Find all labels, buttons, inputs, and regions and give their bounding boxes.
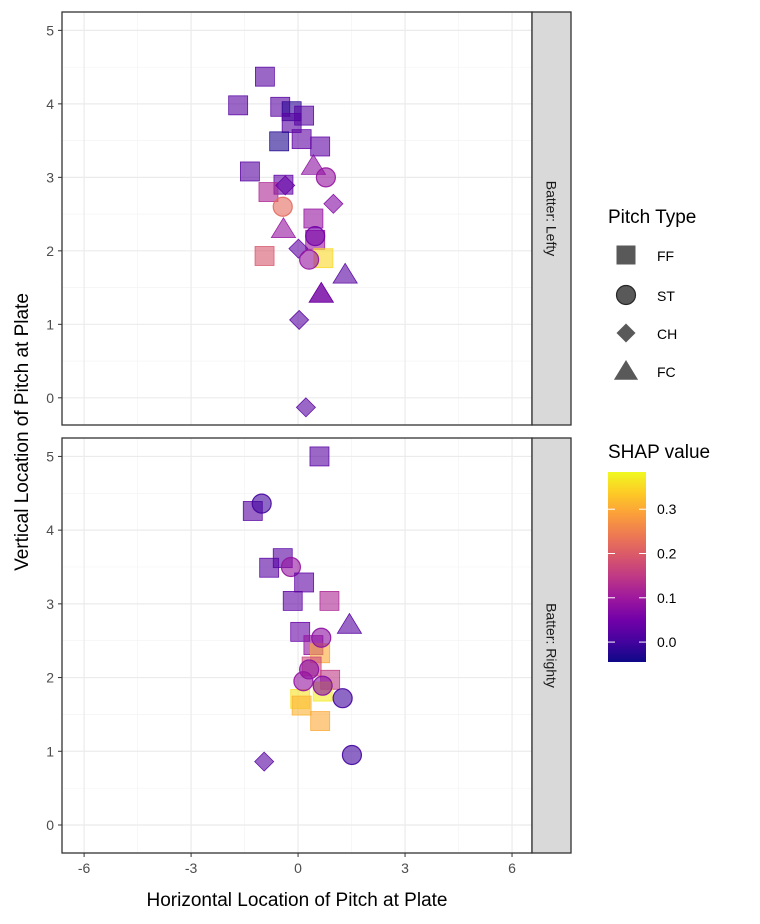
pitch-type-legend-title: Pitch Type: [608, 207, 696, 228]
data-point-ff: [319, 591, 340, 611]
data-point-ff: [303, 208, 324, 229]
data-point-st: [293, 671, 314, 692]
y-axis-title: Vertical Location of Pitch at Plate: [12, 293, 33, 571]
legend-key-diamond-icon: [616, 323, 636, 343]
data-point-ff: [282, 591, 303, 611]
y-tick-label: 1: [46, 743, 54, 759]
data-point-ff: [310, 136, 331, 157]
data-point-st: [311, 627, 332, 648]
y-tick-label: 4: [46, 522, 54, 538]
y-tick-label: 0: [46, 390, 54, 406]
data-points: [242, 446, 363, 772]
y-tick-label: 2: [46, 243, 54, 259]
y-tick-label: 1: [46, 316, 54, 332]
data-point-fc: [308, 281, 335, 303]
colorbar-tick-label: 0.1: [657, 590, 677, 606]
legend-entry-label: CH: [657, 326, 677, 342]
data-point-fc: [336, 612, 363, 634]
x-tick-label: 6: [508, 860, 516, 876]
legend-entry-st: ST: [615, 284, 675, 306]
legend-entry-fc: FC: [613, 360, 676, 380]
data-point-st: [341, 744, 363, 766]
x-tick-label: 3: [401, 860, 409, 876]
facet-strip-label: Batter: Lefty: [544, 181, 560, 256]
data-point-ff: [269, 131, 290, 152]
data-point-ff: [294, 572, 315, 593]
data-point-st: [312, 675, 333, 696]
facet-strip: [531, 11, 572, 426]
x-tick-label: -3: [185, 860, 198, 876]
data-point-ff: [259, 557, 280, 578]
data-point-ch: [289, 309, 310, 330]
data-points: [228, 66, 358, 418]
x-axis-title: Horizontal Location of Pitch at Plate: [146, 890, 447, 911]
y-tick-label: 0: [46, 817, 54, 833]
data-point-ff: [291, 129, 312, 150]
y-tick-label: 5: [46, 448, 54, 464]
y-tick-label: 3: [46, 596, 54, 612]
legend-key-circle-icon: [615, 284, 637, 306]
data-point-st: [332, 688, 353, 709]
x-tick-label: 0: [294, 860, 302, 876]
legend-key-triangle-icon: [613, 360, 639, 380]
facet-strip: [531, 437, 572, 854]
y-tick-label: 3: [46, 169, 54, 185]
legend-entry-ff: FF: [616, 245, 674, 265]
y-tick-label: 5: [46, 22, 54, 38]
panel-background: [62, 438, 532, 853]
data-point-fc: [300, 153, 327, 175]
legend-key-square-icon: [616, 245, 636, 265]
data-point-st: [251, 493, 272, 514]
data-point-ff: [255, 66, 275, 87]
legend-entry-label: FC: [657, 364, 676, 380]
y-tick-label: 4: [46, 96, 54, 112]
shap-value-legend: SHAP value 0.0 0.1 0.2 0.3: [608, 442, 710, 662]
legend-entry-label: FF: [657, 248, 674, 264]
data-point-ch: [295, 397, 316, 418]
facet-panel-righty: -6 -3 0 3 6 0 1 2 3 4 5 Batter: Righty: [46, 437, 572, 876]
shap-value-legend-title: SHAP value: [608, 442, 710, 463]
legend-entry-label: ST: [657, 288, 675, 304]
data-point-ch: [275, 175, 296, 196]
data-point-st: [305, 226, 326, 247]
x-tick-label: -6: [78, 860, 91, 876]
legend-entry-ch: CH: [616, 323, 677, 343]
data-point-ch: [254, 751, 275, 772]
data-point-ff: [254, 246, 275, 266]
panel-background: [62, 12, 532, 425]
data-point-st: [315, 167, 336, 188]
data-point-ff: [258, 182, 279, 202]
data-point-ff: [240, 161, 260, 182]
data-point-st: [280, 556, 302, 578]
colorbar: [608, 472, 646, 662]
pitch-type-legend: Pitch Type FF ST CH FC: [608, 207, 696, 380]
data-point-ff: [281, 113, 302, 133]
data-point-fc: [270, 217, 297, 238]
colorbar-tick-label: 0.0: [657, 634, 677, 650]
data-point-st: [299, 249, 320, 270]
facet-panel-lefty: 0 1 2 3 4 5 Batter: Lefty: [46, 11, 572, 426]
colorbar-tick-label: 0.2: [657, 545, 677, 561]
data-point-st: [272, 196, 293, 217]
colorbar-tick-label: 0.3: [657, 501, 677, 517]
data-point-ff: [228, 95, 249, 116]
data-point-ch: [323, 193, 344, 214]
data-point-ff: [310, 711, 331, 731]
y-tick-label: 2: [46, 670, 54, 686]
data-point-ff: [309, 446, 330, 467]
data-point-fc: [332, 262, 358, 284]
data-point-ff: [291, 695, 312, 716]
facet-strip-label: Batter: Righty: [544, 603, 560, 688]
